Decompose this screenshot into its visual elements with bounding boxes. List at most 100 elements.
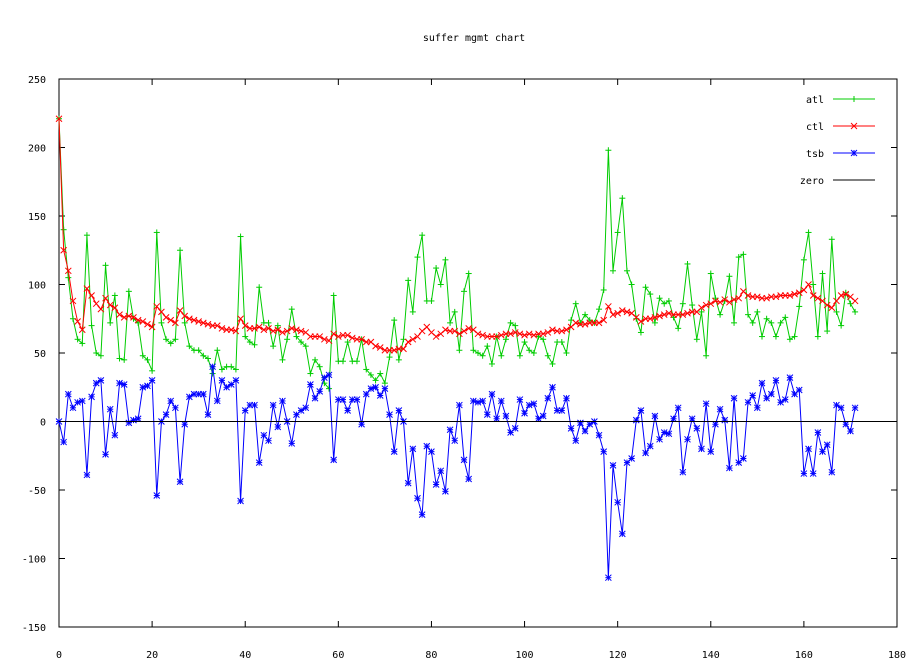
- data-point-tsb: [479, 397, 487, 405]
- data-point-tsb: [511, 424, 519, 432]
- data-point-tsb: [274, 423, 282, 431]
- data-point-tsb: [814, 429, 822, 436]
- data-point-ctl: [55, 115, 63, 123]
- data-point-tsb: [656, 435, 663, 443]
- data-point-atl: [530, 350, 537, 356]
- data-point-atl: [512, 322, 519, 329]
- data-point-atl: [83, 232, 90, 239]
- data-point-tsb: [339, 396, 347, 403]
- data-point-atl: [470, 347, 477, 354]
- data-point-tsb: [344, 407, 351, 414]
- data-point-atl: [447, 319, 454, 326]
- data-point-tsb: [437, 467, 445, 475]
- data-point-tsb: [269, 401, 277, 409]
- data-point-atl: [456, 347, 463, 354]
- data-point-tsb: [726, 464, 733, 472]
- data-point-tsb: [106, 405, 114, 413]
- data-point-tsb: [418, 511, 426, 519]
- data-point-ctl: [511, 329, 519, 336]
- data-point-atl: [312, 356, 319, 363]
- data-point-tsb: [698, 445, 705, 453]
- data-point-tsb: [64, 390, 72, 398]
- data-point-atl: [805, 229, 812, 236]
- data-point-tsb: [442, 488, 449, 495]
- data-point-ctl: [316, 333, 324, 340]
- data-point-atl: [758, 333, 765, 340]
- data-point-atl: [731, 319, 738, 326]
- legend: atl ctl tsb zero: [800, 95, 875, 187]
- data-point-atl: [824, 328, 831, 335]
- data-point-tsb: [665, 430, 673, 438]
- data-point-ctl: [525, 330, 533, 338]
- data-point-tsb: [618, 530, 626, 538]
- data-point-atl: [177, 247, 184, 254]
- series-line-tsb: [58, 366, 856, 578]
- data-point-atl: [381, 380, 388, 387]
- data-point-ctl: [753, 293, 761, 301]
- data-point-ctl: [139, 318, 147, 325]
- data-point-ctl: [791, 290, 798, 298]
- y-tick-label: -50: [28, 486, 46, 497]
- data-point-atl: [451, 308, 458, 315]
- data-point-ctl: [358, 335, 365, 343]
- x-tick-label: 60: [332, 650, 344, 661]
- data-point-tsb: [600, 448, 608, 455]
- data-point-tsb: [465, 475, 473, 483]
- data-point-tsb: [111, 431, 119, 439]
- data-point-ctl: [153, 303, 161, 310]
- data-point-ctl: [181, 312, 189, 320]
- data-point-ctl: [721, 296, 729, 303]
- data-point-ctl: [572, 319, 580, 327]
- data-point-atl: [749, 319, 756, 326]
- data-point-atl: [521, 339, 528, 346]
- data-point-atl: [516, 352, 523, 359]
- data-point-ctl: [660, 311, 668, 318]
- data-point-ctl: [241, 322, 249, 329]
- data-point-atl: [772, 333, 779, 340]
- data-point-atl: [614, 229, 621, 236]
- data-point-tsb: [451, 437, 459, 445]
- data-point-atl: [600, 286, 607, 293]
- data-point-tsb: [474, 398, 482, 406]
- data-point-atl: [852, 308, 859, 315]
- data-point-ctl: [558, 327, 566, 335]
- data-point-ctl: [800, 286, 808, 294]
- data-point-atl: [135, 319, 142, 326]
- data-point-ctl: [465, 324, 473, 332]
- y-tick-label: 200: [28, 144, 46, 155]
- data-point-ctl: [158, 308, 165, 316]
- data-point-atl: [65, 274, 72, 281]
- data-point-tsb: [181, 420, 189, 428]
- data-point-ctl: [544, 329, 552, 336]
- data-point-tsb: [577, 419, 584, 427]
- data-point-tsb: [688, 415, 696, 423]
- data-point-tsb: [758, 379, 766, 387]
- data-point-atl: [498, 352, 505, 359]
- data-point-atl: [163, 336, 170, 343]
- data-point-tsb: [563, 394, 570, 402]
- data-point-tsb: [265, 437, 272, 445]
- data-point-atl: [610, 267, 617, 274]
- data-point-ctl: [78, 326, 86, 334]
- data-point-atl: [419, 232, 426, 239]
- data-point-ctl: [507, 330, 514, 338]
- data-point-tsb: [684, 435, 691, 443]
- data-point-ctl: [404, 338, 412, 346]
- data-point-tsb: [209, 363, 216, 371]
- data-point-tsb: [460, 456, 468, 464]
- data-point-ctl: [390, 346, 398, 354]
- data-point-ctl: [833, 297, 840, 305]
- data-point-ctl: [125, 312, 133, 320]
- series-layer: [55, 115, 897, 582]
- data-point-atl: [181, 319, 188, 326]
- data-point-atl: [246, 339, 253, 346]
- data-point-tsb: [721, 416, 729, 424]
- data-point-atl: [786, 336, 793, 343]
- data-point-ctl: [274, 326, 282, 334]
- data-point-atl: [293, 333, 300, 340]
- y-tick-label: 50: [34, 349, 46, 360]
- data-point-tsb: [847, 427, 854, 435]
- data-point-tsb: [199, 390, 207, 398]
- data-point-atl: [665, 297, 672, 304]
- data-point-atl: [107, 319, 114, 326]
